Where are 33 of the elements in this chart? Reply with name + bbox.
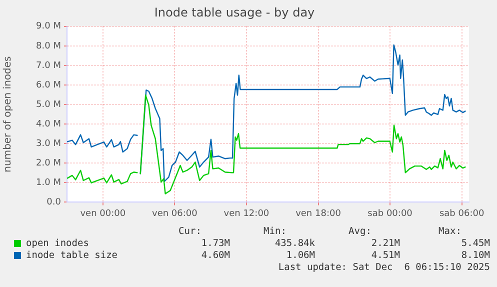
text: 4.51M	[370, 250, 400, 262]
y-tick-label: 4.0 M	[36, 119, 61, 130]
legend-label: open inodes	[26, 238, 89, 250]
y-tick-label: 6.0 M	[36, 80, 61, 90]
text: 1.06M	[285, 250, 315, 262]
text: Max:	[438, 226, 462, 238]
text: 1.73M	[200, 238, 230, 250]
text: Last update: Sat Dec 6 06:15:10 2025	[278, 262, 490, 274]
legend-label: inode table size	[26, 250, 118, 262]
x-tick-label: sab 06:00	[439, 208, 484, 219]
y-tick-label: 2.0 M	[36, 158, 61, 168]
y-tick-label: 9.0 M	[36, 22, 61, 32]
y-tick-label: 3.0 M	[36, 138, 61, 149]
text: 5.45M	[460, 238, 490, 250]
x-tick-label: sab 00:00	[368, 208, 413, 219]
x-tick-label: ven 06:00	[152, 208, 198, 219]
text: 2.21M	[370, 238, 400, 250]
x-tick-label: ven 00:00	[80, 208, 126, 219]
chart-title: Inode table usage - by day	[154, 5, 315, 20]
y-tick-label: 5.0 M	[36, 100, 61, 110]
x-tick-label: ven 12:00	[224, 208, 270, 219]
text: 8.10M	[460, 250, 490, 262]
y-tick-label: 0.0	[46, 198, 62, 208]
y-tick-label: 7.0 M	[36, 60, 61, 71]
text: Min:	[262, 226, 288, 238]
y-tick-label: 8.0 M	[36, 41, 61, 52]
text: 4.60M	[200, 250, 230, 262]
y-tick-label: 1.0 M	[36, 178, 61, 188]
text: Avg:	[348, 226, 372, 238]
text: 435.84k	[274, 238, 315, 250]
y-axis-title: number of open inodes	[2, 56, 14, 172]
x-tick-label: ven 18:00	[296, 208, 342, 219]
text: Cur:	[178, 226, 202, 238]
